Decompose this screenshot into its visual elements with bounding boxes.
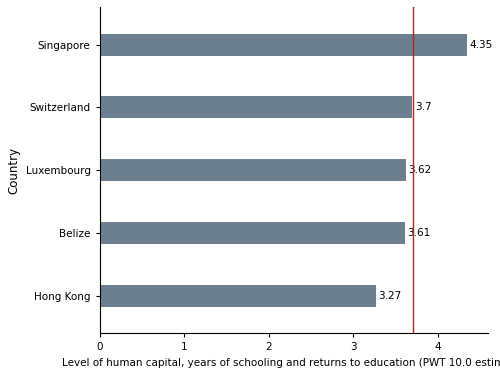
Bar xyxy=(100,34,467,56)
Text: 3.27: 3.27 xyxy=(378,291,402,301)
Bar xyxy=(100,96,412,118)
Text: 3.7: 3.7 xyxy=(415,102,432,112)
Y-axis label: Country: Country xyxy=(7,147,20,194)
Bar xyxy=(100,285,376,307)
X-axis label: Level of human capital, years of schooling and returns to education (PWT 10.0 es: Level of human capital, years of schooli… xyxy=(62,358,500,368)
Bar xyxy=(100,159,406,181)
Text: 3.61: 3.61 xyxy=(407,228,430,238)
Bar xyxy=(100,222,405,244)
Text: 4.35: 4.35 xyxy=(470,40,493,50)
Text: 3.62: 3.62 xyxy=(408,165,432,175)
